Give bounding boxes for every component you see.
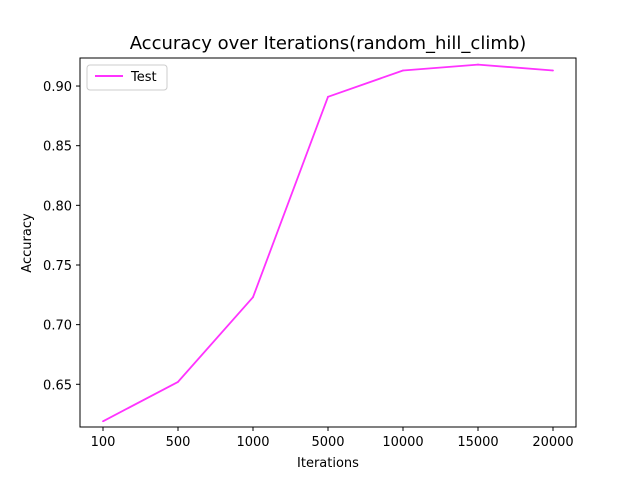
data-point	[252, 296, 254, 299]
data-point	[327, 95, 329, 98]
x-tick-label: 10000	[382, 435, 423, 450]
data-point	[177, 381, 179, 383]
y-tick-label: 0.85	[43, 140, 72, 155]
legend: Test	[86, 64, 168, 91]
y-tick-label: 0.70	[43, 319, 72, 334]
plot-frame	[79, 57, 577, 428]
legend-box	[86, 64, 168, 91]
data-point	[402, 69, 404, 72]
x-tick-label: 20000	[532, 435, 573, 450]
y-tick-label: 0.65	[43, 378, 72, 393]
ticks-layer: 100 500 1000 5000 10000 15000 20000 0.65 0.70 0.7…	[43, 80, 574, 450]
y-tick-label: 0.90	[43, 80, 72, 95]
x-axis-label: Iterations	[297, 456, 359, 471]
x-tick-label: 15000	[457, 435, 498, 450]
x-tick-label: 100	[91, 435, 116, 450]
y-tick-label: 0.80	[43, 199, 72, 214]
data-point	[552, 69, 554, 72]
data-point	[102, 420, 104, 423]
x-tick-label: 5000	[311, 435, 344, 450]
chart-title: Accuracy over Iterations(random_hill_cli…	[130, 33, 527, 54]
x-tick-label: 500	[166, 435, 191, 450]
x-tick-label: 1000	[236, 435, 269, 450]
y-axis-label: Accuracy	[20, 213, 35, 273]
legend-label: Test	[130, 70, 157, 85]
plot-area	[80, 58, 576, 427]
data-point	[477, 63, 479, 66]
y-tick-label: 0.75	[43, 259, 72, 274]
series-layer	[102, 63, 554, 423]
